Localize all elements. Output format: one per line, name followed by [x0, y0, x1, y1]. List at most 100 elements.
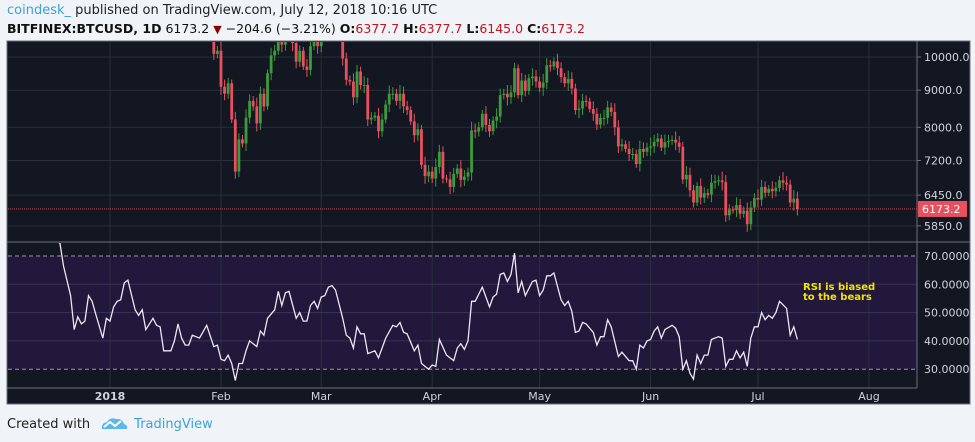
candle [323, 21, 326, 33]
candle [684, 166, 688, 188]
candle [427, 165, 431, 183]
candle-body [702, 193, 706, 198]
candle-body [377, 115, 380, 132]
candle [566, 70, 570, 91]
candle-body [713, 181, 717, 183]
candle [312, 42, 316, 51]
candle-body [380, 119, 384, 132]
candle [742, 206, 746, 218]
candle-body [452, 173, 456, 187]
x-tick-label: 2018 [95, 390, 126, 403]
candle [513, 62, 516, 98]
candle [248, 94, 252, 124]
candle-body [584, 100, 588, 102]
candle [169, 9, 172, 26]
candle [405, 100, 409, 116]
candle-body [788, 184, 792, 203]
candle-body [770, 188, 774, 192]
candle-body [473, 130, 477, 132]
candle [298, 45, 302, 67]
candle-body [251, 100, 255, 107]
candle [352, 73, 355, 105]
candle [656, 133, 660, 147]
close-label: C: [527, 21, 542, 36]
candle-body [341, 42, 345, 59]
candle [663, 134, 667, 155]
candle [173, 0, 176, 21]
candle-body [638, 148, 642, 164]
candle [338, 11, 341, 40]
candle [523, 74, 527, 97]
candles [166, 0, 799, 232]
candle [745, 202, 749, 232]
candle [180, 0, 183, 17]
candle-body [699, 185, 703, 198]
candle [591, 101, 595, 121]
tradingview-link[interactable]: TradingView [134, 416, 213, 432]
candle [177, 0, 180, 14]
candle-body [262, 93, 266, 107]
candle-body [466, 172, 470, 177]
candle [595, 107, 599, 131]
candle [437, 144, 441, 174]
candle [466, 167, 470, 182]
candle-body [670, 139, 674, 141]
candle-body [513, 68, 516, 93]
candle [319, 42, 323, 53]
candle-body [237, 139, 241, 172]
candle-body [276, 42, 280, 51]
x-tick-label: Mar [311, 390, 332, 403]
author-link[interactable]: coindesk_ [7, 3, 72, 18]
candle-body [169, 13, 172, 21]
candle [556, 53, 559, 76]
candle-body [627, 148, 631, 154]
grid [8, 42, 917, 388]
candle-body [209, 6, 212, 21]
candle [233, 111, 237, 179]
candle-body [695, 185, 699, 203]
candle-body [753, 198, 756, 208]
candle [495, 108, 499, 129]
candle [195, 12, 198, 25]
candle-body [684, 174, 688, 180]
candle [305, 58, 309, 77]
close-value: 6173.2 [541, 21, 585, 36]
candle [241, 135, 244, 148]
candle-body [166, 19, 169, 22]
candle-body [301, 50, 305, 67]
candle-body [395, 93, 398, 101]
candle [212, 42, 216, 60]
candle [649, 137, 652, 156]
candle-body [656, 138, 660, 142]
candle-body [219, 50, 223, 87]
candle-body [720, 180, 724, 183]
candle [184, 4, 187, 41]
candle-body [323, 26, 326, 29]
candle-body [663, 142, 667, 148]
candle-body [420, 129, 423, 165]
candle-body [602, 117, 606, 119]
candle-body [338, 14, 341, 35]
candle [767, 185, 771, 197]
candle [209, 0, 212, 29]
candle-body [258, 93, 262, 124]
candle [749, 201, 753, 231]
candle [727, 204, 731, 221]
candle [430, 166, 434, 183]
candle [470, 121, 473, 181]
candle-body [545, 65, 549, 83]
candle [341, 42, 345, 66]
candle [273, 44, 277, 61]
candle [785, 176, 789, 191]
candle [670, 135, 674, 145]
candle [616, 120, 620, 153]
candle [545, 58, 549, 90]
candle [387, 85, 391, 113]
candle-body [202, 14, 205, 24]
candle-body [184, 13, 187, 33]
candle [409, 106, 413, 125]
candle [316, 42, 320, 54]
candle-body [355, 71, 359, 98]
candle [602, 109, 606, 126]
